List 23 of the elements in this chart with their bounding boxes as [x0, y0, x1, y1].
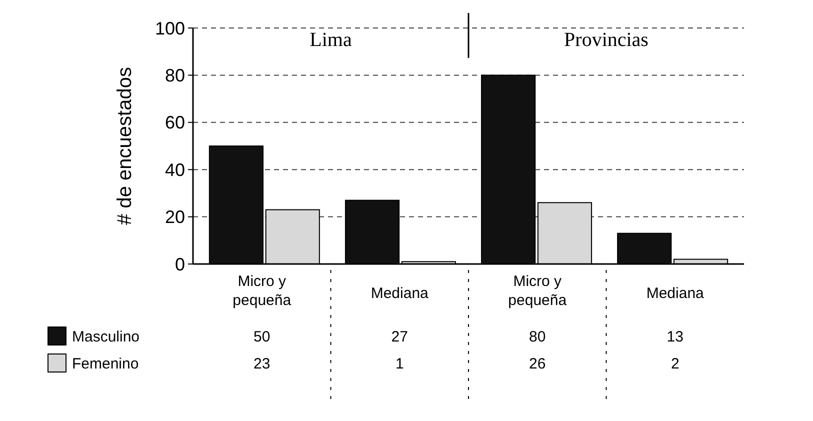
data-label: 23 — [254, 355, 270, 372]
y-tick-label: 20 — [164, 207, 185, 228]
annotation: Provincias — [564, 29, 649, 51]
x-tick-label: Micro y pequeña — [232, 273, 292, 309]
legend-label: Femenino — [72, 355, 139, 372]
x-tick-label: Micro y pequeña — [508, 273, 568, 309]
data-label: 1 — [395, 355, 404, 372]
legend-label: Masculino — [72, 328, 140, 346]
y-tick-label: 60 — [164, 112, 185, 133]
data-label: 2 — [670, 355, 680, 372]
data-label: 13 — [666, 328, 684, 346]
annotation: Lima — [310, 29, 352, 51]
y-axis-title: # de encuestados — [114, 67, 136, 225]
data-label: 27 — [391, 328, 408, 346]
y-tick-label: 80 — [164, 66, 185, 86]
y-tick-label: 0 — [174, 254, 185, 274]
x-tick-label: Mediana — [646, 285, 705, 302]
y-tick-label: 40 — [164, 160, 185, 180]
x-tick-label: Mediana — [370, 285, 430, 302]
data-label: 80 — [529, 328, 546, 346]
y-tick-label: 100 — [154, 18, 185, 38]
data-label: 50 — [254, 328, 270, 346]
data-label: 26 — [529, 355, 546, 372]
